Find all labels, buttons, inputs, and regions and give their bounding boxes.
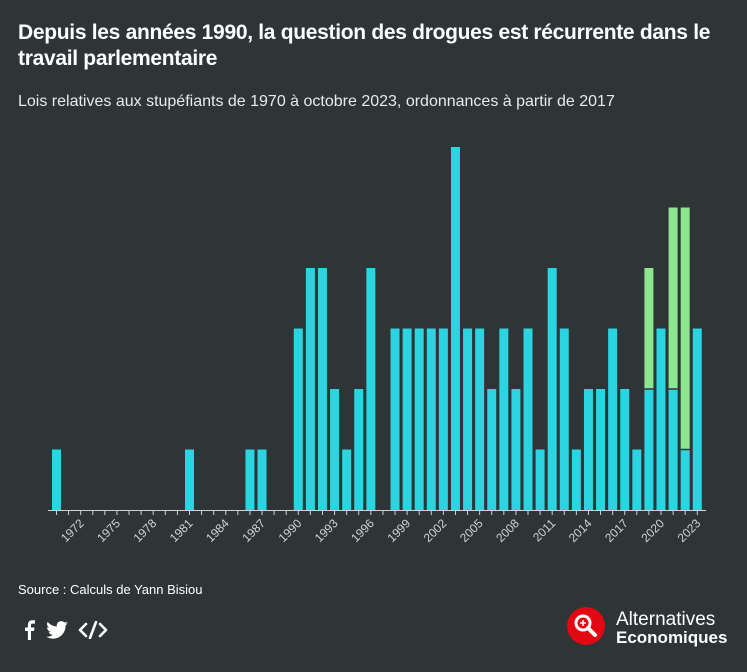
x-tick-label-2005: 2005 [457, 516, 486, 545]
bar-lois-2006 [487, 389, 497, 510]
bar-lois-2023 [692, 328, 702, 510]
magnifier-logo-icon [566, 606, 606, 651]
bar-lois-1990 [293, 328, 303, 510]
bar-ordonnances-2021 [668, 207, 678, 389]
bar-lois-2020 [656, 328, 666, 510]
bar-lois-2013 [571, 449, 581, 510]
bar-lois-2016 [608, 328, 618, 510]
chart-title: Depuis les années 1990, la question des … [18, 21, 711, 70]
x-tick-label-2008: 2008 [493, 516, 522, 545]
bar-lois-2014 [583, 389, 593, 510]
chart-subtitle: Lois relatives aux stupéfiants de 1970 à… [18, 93, 615, 110]
bar-lois-2008 [511, 389, 521, 510]
x-tick-label-1984: 1984 [203, 516, 232, 545]
social-share-bar [22, 620, 108, 645]
bar-lois-2010 [535, 449, 545, 510]
bar-lois-2007 [499, 328, 509, 510]
x-tick-label-1990: 1990 [276, 516, 305, 545]
bar-lois-1996 [366, 268, 376, 510]
x-tick-label-1993: 1993 [312, 516, 341, 545]
x-tick-label-1978: 1978 [131, 516, 160, 545]
bar-lois-1970 [52, 449, 61, 510]
bar-lois-1995 [354, 389, 364, 510]
bar-lois-2002 [438, 328, 448, 510]
bar-lois-2018 [632, 449, 642, 510]
bar-lois-2005 [475, 328, 485, 510]
bar-lois-2004 [463, 328, 473, 510]
x-tick-label-1975: 1975 [94, 516, 123, 545]
bar-lois-2009 [523, 328, 533, 510]
embed-code-icon[interactable] [78, 620, 108, 644]
bar-lois-2001 [426, 328, 436, 510]
x-tick-label-1999: 1999 [384, 516, 413, 545]
x-tick-label-2014: 2014 [566, 516, 595, 545]
bar-ordonnances-2022 [680, 207, 690, 450]
twitter-icon[interactable] [46, 621, 68, 644]
x-tick-label-2020: 2020 [638, 516, 667, 545]
x-tick-label-1987: 1987 [239, 516, 268, 545]
bar-lois-2021 [668, 389, 678, 510]
brand-logo[interactable]: Alternatives Economiques [566, 606, 727, 651]
bar-lois-1994 [342, 449, 352, 510]
x-tick-label-2023: 2023 [675, 516, 704, 545]
bar-lois-1999 [402, 328, 412, 510]
facebook-icon[interactable] [22, 620, 36, 645]
bar-lois-2011 [547, 268, 557, 510]
bar-lois-2019 [644, 389, 654, 510]
source-note: Source : Calculs de Yann Bisiou [18, 582, 203, 597]
bar-lois-2000 [414, 328, 424, 510]
x-tick-label-1996: 1996 [348, 516, 377, 545]
bar-lois-2015 [596, 389, 606, 510]
brand-name-line2: Economiques [616, 627, 728, 647]
bar-lois-2003 [450, 147, 460, 510]
bar-lois-1991 [305, 268, 315, 510]
bar-lois-1987 [257, 449, 267, 510]
bar-ordonnances-2019 [644, 268, 654, 389]
bar-lois-1986 [245, 449, 255, 510]
x-tick-label-2017: 2017 [602, 516, 631, 545]
bar-chart: 1972 1975 1978 1981 1984 1987 1990 1993 1996 1999… [48, 147, 706, 545]
bar-lois-2017 [620, 389, 630, 510]
bar-lois-1998 [390, 328, 400, 510]
bar-lois-1981 [184, 449, 194, 510]
x-tick-label-1972: 1972 [58, 516, 87, 545]
brand-name-line1: Alternatives [616, 608, 716, 630]
x-tick-label-2002: 2002 [421, 516, 450, 545]
x-tick-label-2011: 2011 [530, 516, 558, 544]
bar-lois-1992 [317, 268, 327, 510]
bar-lois-2022 [680, 449, 690, 510]
x-tick-label-1981: 1981 [167, 516, 196, 545]
bar-lois-1993 [330, 389, 340, 510]
bar-lois-2012 [559, 328, 569, 510]
